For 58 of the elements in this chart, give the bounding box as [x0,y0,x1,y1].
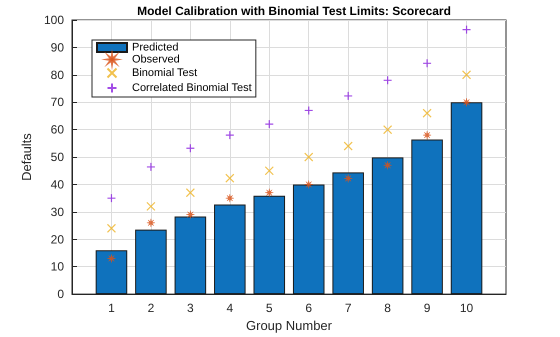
x-tick-label: 9 [424,301,431,316]
y-tick-label: 70 [50,95,64,110]
point [422,108,432,118]
legend-label: Observed [132,54,180,66]
point [304,106,314,116]
y-tick-label: 90 [50,40,64,54]
point [226,194,234,202]
legend-label: Predicted [132,42,178,54]
x-tick-label: 6 [305,301,312,316]
y-axis-title: Defaults [19,132,34,181]
point [462,98,471,106]
point [383,125,392,134]
x-tick-label: 1 [108,301,116,316]
point [422,130,432,140]
point [344,91,353,101]
chart-title: Model Calibration with Binomial Test Limits: Scorecard [137,4,451,18]
y-tick-label: 20 [50,232,64,246]
y-tick-label: 60 [50,122,64,137]
x-tick-label: 8 [384,301,392,316]
x-tick-label: 10 [460,301,474,316]
x-tick-label: 2 [148,301,155,316]
point [146,162,156,172]
point [186,188,195,198]
point [383,161,392,170]
point [146,202,156,211]
point [146,218,156,228]
y-tick-label: 30 [50,204,64,219]
point [225,130,234,140]
point [462,24,472,34]
y-tick-label: 0 [57,287,64,302]
legend-label: Correlated Binomial Test [132,82,252,94]
y-tick-label: 40 [50,177,64,192]
point [264,166,274,176]
point [225,174,234,183]
point [265,188,274,197]
point [304,152,314,162]
point [106,224,116,233]
point [462,70,472,80]
point [344,141,353,151]
point [186,144,195,153]
x-tick-label: 5 [266,301,273,316]
legend-label: Binomial Test [132,67,198,79]
point [186,210,195,219]
x-tick-label: 4 [226,301,234,316]
point [383,76,392,85]
y-tick-label: 100 [44,13,64,27]
y-tick-label: 10 [50,260,64,274]
x-tick-label: 3 [187,301,194,316]
y-tick-label: 50 [50,150,64,164]
point [264,120,274,129]
point [107,254,116,263]
point [422,58,432,68]
point [304,180,313,189]
y-tick-label: 80 [50,68,64,82]
point [106,194,116,203]
x-tick-label: 7 [344,301,352,316]
point [344,174,352,183]
x-axis-title: Group Number [246,318,333,333]
